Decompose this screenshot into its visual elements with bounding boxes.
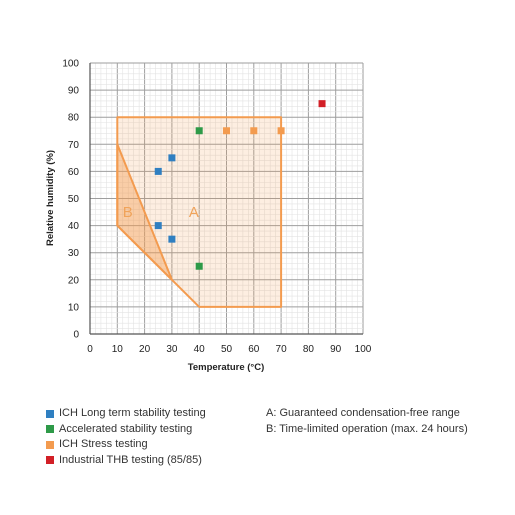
legend-label: Industrial THB testing (85/85): [59, 453, 202, 466]
x-tick-label: 20: [139, 344, 151, 355]
legend-item: ICH Long term stability testing: [46, 406, 206, 422]
data-points: [154, 100, 326, 270]
legend-label: ICH Stress testing: [59, 438, 148, 450]
data-point: [277, 127, 285, 135]
y-tick-label: 0: [73, 330, 79, 341]
y-tick-label: 100: [62, 59, 79, 70]
legend-item: Industrial THB testing (85/85): [46, 453, 206, 469]
x-tick-label: 10: [112, 344, 124, 355]
x-tick-label: 30: [166, 344, 178, 355]
x-axis-label: Temperature (°C): [188, 362, 264, 373]
region-a-label: A: [189, 204, 199, 221]
region-b-label: B: [123, 204, 133, 221]
series-legend: ICH Long term stability testing Accelera…: [46, 406, 206, 468]
x-tick-label: 60: [248, 344, 260, 355]
data-point: [168, 235, 176, 243]
x-tick-label: 80: [303, 344, 315, 355]
data-point: [154, 222, 162, 230]
y-tick-label: 90: [68, 86, 80, 97]
y-tick-label: 40: [68, 221, 80, 232]
y-tick-label: 60: [68, 167, 80, 178]
y-axis-label: Relative humidity (%): [45, 150, 56, 246]
data-point: [223, 127, 230, 135]
x-tick-label: 100: [355, 344, 372, 355]
axes: [89, 63, 363, 335]
legend-swatch-red: [46, 456, 54, 465]
region-note: B: Time-limited operation (max. 24 hours…: [266, 422, 468, 438]
legend-swatch-orange: [46, 440, 54, 449]
y-tick-label: 50: [68, 194, 80, 205]
legend-swatch-green: [46, 425, 54, 434]
region-b: [116, 143, 173, 281]
y-tick-label: 80: [68, 113, 80, 124]
x-tick-label: 90: [330, 344, 342, 355]
region-notes: A: Guaranteed condensation-free range B:…: [266, 406, 468, 437]
legend-item: Accelerated stability testing: [46, 422, 206, 438]
tick-labels: 0 10 20 30 40 50 60 70 80 90 100 0 10 20 30 40 50 60 70 80 9…: [62, 59, 371, 356]
y-tick-label: 10: [68, 302, 80, 313]
region-note: A: Guaranteed condensation-free range: [266, 406, 468, 422]
legend-item: ICH Stress testing: [46, 437, 206, 453]
y-tick-label: 30: [68, 248, 80, 259]
grid: [89, 62, 364, 335]
chart: AB 0 10 20 30 40 50 60 70 80 90 100010203040506070…: [45, 59, 372, 374]
y-tick-label: 70: [68, 140, 80, 151]
region-note-text: A: Guaranteed condensation-free range: [266, 407, 460, 419]
data-point: [250, 127, 258, 135]
region-note-text: B: Time-limited operation (max. 24 hours…: [266, 422, 468, 435]
x-tick-label: 40: [194, 344, 206, 355]
x-tick-label: 70: [276, 344, 288, 355]
legend-label: Accelerated stability testing: [59, 422, 193, 435]
legend-label: ICH Long term stability testing: [59, 407, 206, 419]
x-tick-label: 50: [221, 344, 233, 355]
legend-swatch-blue: [46, 409, 54, 418]
data-point: [318, 100, 326, 108]
x-tick-label: 0: [87, 344, 93, 355]
data-point: [195, 127, 203, 135]
regions: AB: [116, 116, 283, 308]
y-tick-label: 20: [68, 275, 80, 286]
data-point: [154, 167, 162, 175]
data-point: [168, 154, 176, 162]
data-point: [195, 262, 203, 270]
